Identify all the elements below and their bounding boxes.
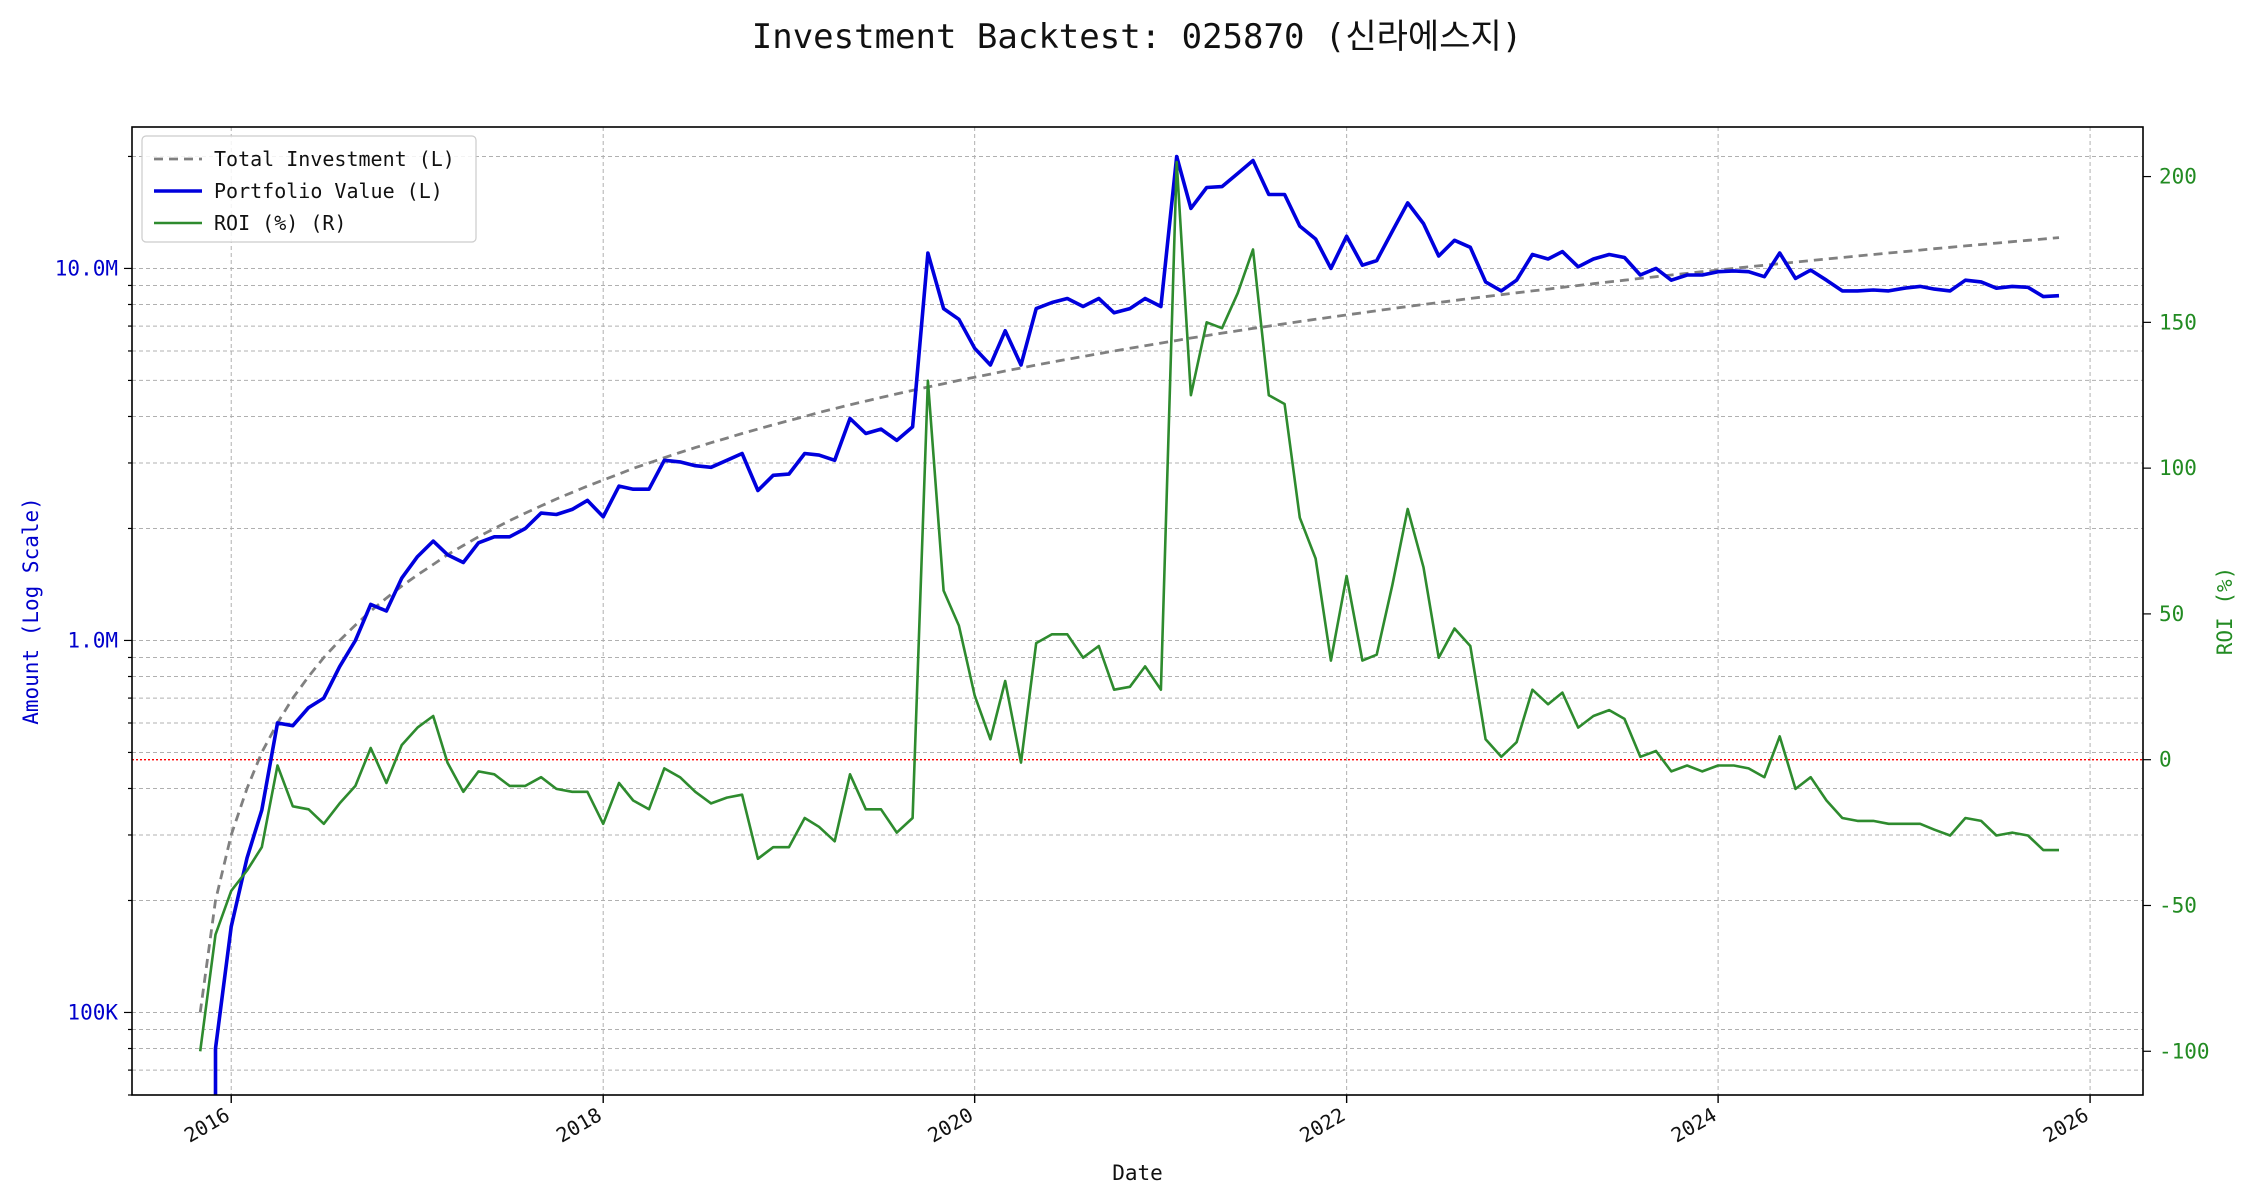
y-right-tick-label: 0 [2159,748,2172,772]
x-axis-label: Date [1112,1161,1163,1185]
roi-line [198,160,2059,1052]
legend-label: Portfolio Value (L) [214,179,443,203]
y-right-tick-label: 150 [2159,310,2197,334]
y-right-tick-label: 200 [2159,165,2197,189]
y-left-tick-label: 10.0M [55,256,118,280]
x-tick-label: 2018 [552,1103,606,1148]
y-left-tick-label: 1.0M [67,628,118,652]
y-left-axis-label: Amount (Log Scale) [19,497,43,725]
chart-title: Investment Backtest: 025870 (신라에스지) [752,17,1523,57]
plot-frame [131,126,2144,1096]
portfolio-value-line [213,154,2060,1095]
x-tick-label: 2026 [2039,1103,2093,1148]
legend: Total Investment (L) Portfolio Value (L) R… [141,135,477,243]
legend-label: ROI (%) (R) [214,211,346,235]
y-right-tick-label: 50 [2159,602,2184,626]
series-layer [132,154,2143,1095]
y-right-axis-label: ROI (%) [2213,567,2237,656]
legend-label: Total Investment (L) [214,147,455,171]
x-tick-label: 2024 [1667,1103,1721,1148]
legend-box [141,135,477,243]
y-right-tick-label: -100 [2159,1039,2210,1063]
grid-lines [132,127,2143,1096]
y-right-tick-label: 100 [2159,456,2197,480]
x-tick-label: 2016 [180,1103,234,1148]
y-left-tick-label: 100K [67,1000,118,1024]
x-tick-label: 2022 [1295,1103,1349,1148]
y-right-tick-label: -50 [2159,893,2197,917]
total-investment-line [198,236,2060,1013]
x-tick-label: 2020 [923,1103,977,1148]
